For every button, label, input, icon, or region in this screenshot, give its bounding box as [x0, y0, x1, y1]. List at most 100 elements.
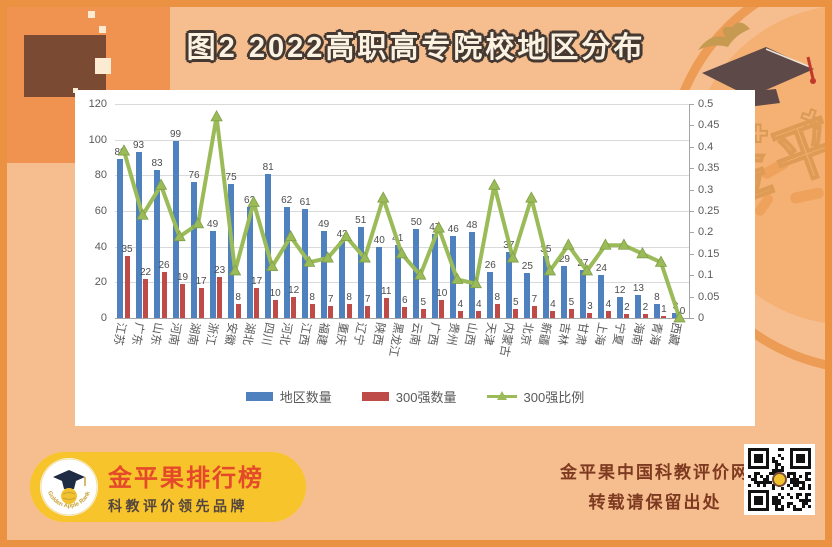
line-marker: [617, 238, 631, 250]
legend-item: 地区数量: [245, 387, 332, 406]
line-marker: [377, 191, 390, 203]
left-axis-tick-label: 20: [94, 276, 107, 289]
line-marker: [488, 178, 501, 190]
bar-300强数量: [531, 305, 537, 318]
x-axis-label: 辽宁: [351, 321, 368, 347]
right-axis-tick: [689, 104, 694, 105]
line-marker: [599, 238, 612, 250]
bar-300强数量: [235, 303, 241, 318]
left-axis-tick-label: 80: [94, 169, 107, 182]
qr-code: [744, 444, 815, 515]
x-axis-label: 陕西: [369, 321, 386, 347]
bar-value-label: 76: [188, 170, 200, 182]
bar-300强数量: [124, 255, 130, 318]
brand-slogan: 科教评价领先品牌: [108, 498, 248, 514]
bar-300强数量: [605, 310, 611, 318]
right-axis-tick: [689, 296, 694, 298]
source-line2: 转载请保留出处: [588, 493, 722, 512]
bar-地区数量: [154, 169, 161, 318]
x-axis-label: 重庆: [332, 321, 349, 347]
x-axis-label: 海南: [629, 321, 645, 347]
x-axis-label: 江西: [295, 321, 312, 347]
legend-swatch-bar: [245, 392, 273, 401]
bar-value-label: 25: [521, 261, 533, 273]
bar-300强数量: [568, 309, 574, 318]
x-axis-label: 内蒙古: [497, 321, 516, 358]
x-axis-label: 湖北: [240, 321, 257, 347]
x-axis-label: 天津: [481, 321, 497, 347]
right-axis-tick-label: 0.3: [698, 183, 714, 196]
bar-地区数量: [598, 275, 605, 318]
left-axis-tick-label: 40: [94, 240, 107, 253]
bar-value-label: 51: [355, 215, 367, 227]
page-title: 图2 2022高职高专院校地区分布: [186, 32, 646, 64]
qr-center-logo-icon: [772, 472, 787, 487]
x-axis-label: 山西: [462, 321, 479, 347]
bar-300强数量: [402, 307, 408, 318]
left-axis-tick-label: 60: [94, 205, 107, 217]
bar-value-label: 62: [244, 195, 256, 207]
bar-300强数量: [365, 305, 371, 318]
bar-value-label: 99: [169, 129, 182, 141]
bar-300强数量: [420, 309, 426, 318]
x-axis-label: 青海: [647, 321, 664, 347]
bar-地区数量: [117, 159, 123, 318]
bar-value-label: 83: [151, 157, 163, 169]
bar-地区数量: [135, 152, 142, 318]
x-axis-label: 山东: [147, 321, 164, 347]
bar-300强数量: [328, 305, 334, 318]
right-axis-tick: [689, 211, 694, 212]
bar-300强数量: [476, 310, 482, 318]
right-axis-tick: [689, 253, 694, 255]
decor-cream-square: [95, 58, 111, 74]
bar-300强数量: [217, 276, 223, 318]
right-axis-tick: [689, 125, 694, 127]
bar-300强数量: [198, 287, 204, 318]
bar-300强数量: [661, 316, 667, 318]
x-axis-label: 云南: [406, 321, 423, 347]
qr-finder: [748, 490, 769, 511]
bar-value-label: 43: [336, 229, 348, 241]
bar-地区数量: [191, 182, 198, 318]
bar-value-label: 35: [540, 243, 552, 255]
right-axis-tick: [689, 275, 694, 277]
bar-value-label: 49: [207, 218, 219, 230]
bar-300强数量: [624, 314, 630, 318]
source-note: 金平果中国科教评价网 转载请保留出处: [535, 458, 775, 518]
right-axis-tick: [689, 189, 694, 191]
bar-地区数量: [394, 244, 401, 318]
x-axis-label: 北京: [518, 321, 534, 347]
bar-value-label: 41: [392, 232, 404, 244]
x-axis-label: 贵州: [444, 321, 460, 347]
bar-地区数量: [505, 252, 512, 318]
bar-地区数量: [320, 230, 327, 318]
gridline: [115, 211, 689, 212]
x-axis-label: 西藏: [666, 321, 683, 347]
legend-label: 300强比例: [523, 390, 585, 405]
right-axis-tick: [689, 318, 694, 319]
x-axis-label: 黑龙江: [386, 321, 405, 358]
bar-300强数量: [642, 314, 648, 318]
bar-value-label: 26: [484, 259, 496, 271]
right-axis-tick-label: 0.45: [698, 119, 720, 132]
chart-panel: 0 20 40 60 80 100 120 0 0.05 0.1 0.15 0.2 0.25 0.3 0.3…: [75, 90, 755, 426]
brand-badge: Golden Apple Ranking 金平果排行榜 科教评价领先品牌: [30, 452, 306, 522]
bar-地区数量: [431, 234, 438, 318]
qr-finder: [748, 448, 769, 469]
bar-300强数量: [550, 310, 556, 318]
bar-300强数量: [513, 309, 519, 318]
decor-cream-square: [99, 26, 106, 33]
x-axis-label: 甘肃: [573, 321, 590, 347]
bar-300强数量: [180, 284, 186, 318]
chart-legend: 地区数量 300强数量 300强比例: [75, 387, 755, 406]
right-axis-tick-label: 0.2: [698, 226, 714, 239]
brand-name: 金平果排行榜: [108, 465, 264, 492]
x-axis-label: 浙江: [203, 321, 220, 347]
left-axis-tick-label: 120: [88, 98, 107, 110]
bar-300强数量: [587, 312, 593, 318]
legend-label: 地区数量: [279, 390, 332, 405]
decor-cream-square: [88, 11, 95, 18]
bar-300强数量: [439, 300, 445, 318]
bar-value-label: 37: [503, 240, 515, 252]
